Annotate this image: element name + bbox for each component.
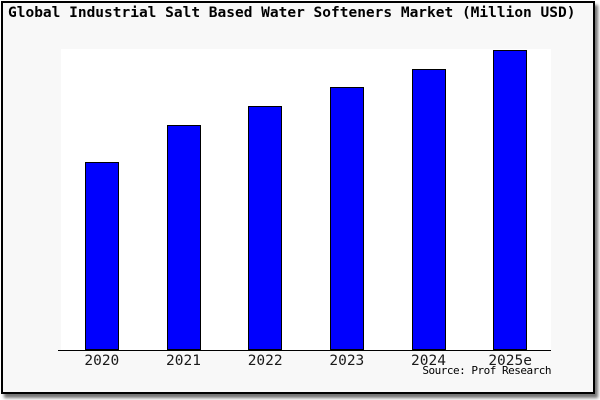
x-tick-label-2024: 2024 [411, 353, 446, 369]
bar-2021 [166, 125, 201, 350]
x-tick-label-2025e: 2025e [488, 353, 532, 369]
x-axis-line [58, 350, 551, 351]
x-axis-labels: 2020 2021 2022 2023 2024 2025e [61, 353, 551, 373]
bar-2020 [84, 162, 119, 350]
bar-2023 [329, 87, 364, 350]
x-tick-label-2023: 2023 [329, 353, 365, 369]
bar-2022 [248, 106, 283, 350]
x-tick-label-2020: 2020 [84, 353, 120, 369]
source-note: Source: Prof Research [422, 364, 551, 377]
plot-area [61, 49, 551, 350]
chart-title: Global Industrial Salt Based Water Softe… [8, 5, 576, 21]
x-tick-label-2021: 2021 [166, 353, 201, 369]
bar-2025e [493, 50, 528, 350]
bar-2024 [411, 69, 446, 350]
x-tick-label-2022: 2022 [247, 353, 283, 369]
